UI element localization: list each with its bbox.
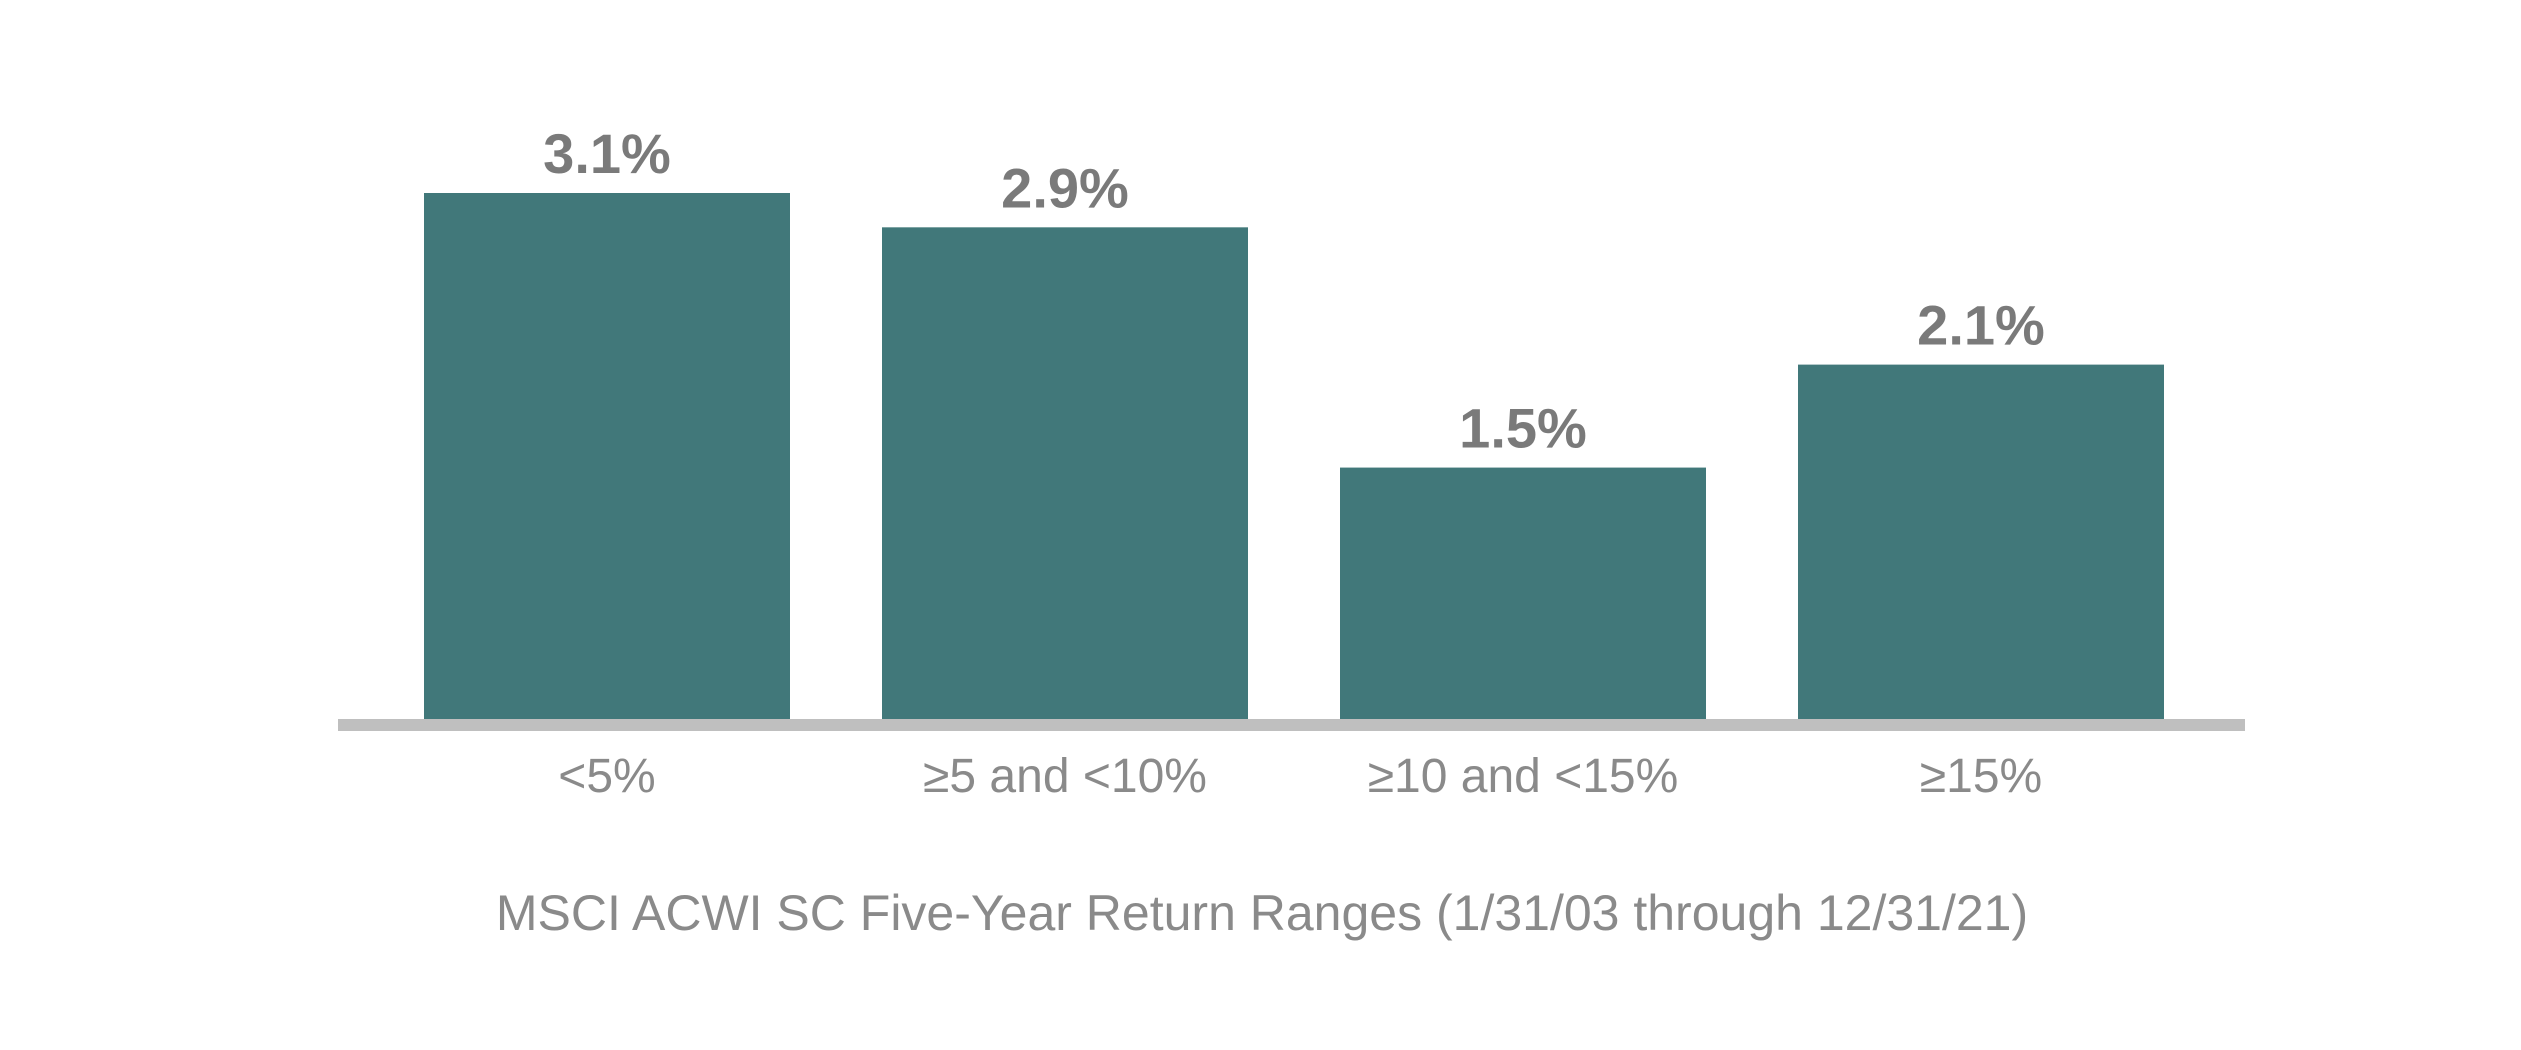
x-tick-labels-layer: <5% ≥5 and <10% ≥10 and <15% ≥15% [558, 750, 2042, 803]
data-label-1: 3.1% [543, 122, 671, 185]
x-tick-label-4: ≥15% [1920, 750, 2042, 803]
data-label-2: 2.9% [1001, 156, 1129, 219]
bar-4 [1798, 364, 2164, 725]
data-label-3: 1.5% [1459, 397, 1587, 460]
bar-1 [424, 193, 790, 725]
x-tick-label-2: ≥5 and <10% [923, 750, 1207, 803]
bar-2 [882, 227, 1248, 726]
x-axis-title: MSCI ACWI SC Five-Year Return Ranges (1/… [496, 885, 2028, 941]
x-tick-label-1: <5% [558, 750, 655, 803]
data-labels-layer: 3.1% 2.9% 1.5% 2.1% [543, 122, 2045, 460]
bars-layer [424, 193, 2164, 726]
x-tick-label-3: ≥10 and <15% [1368, 750, 1679, 803]
bar-3 [1340, 467, 1706, 725]
data-label-4: 2.1% [1917, 294, 2045, 357]
